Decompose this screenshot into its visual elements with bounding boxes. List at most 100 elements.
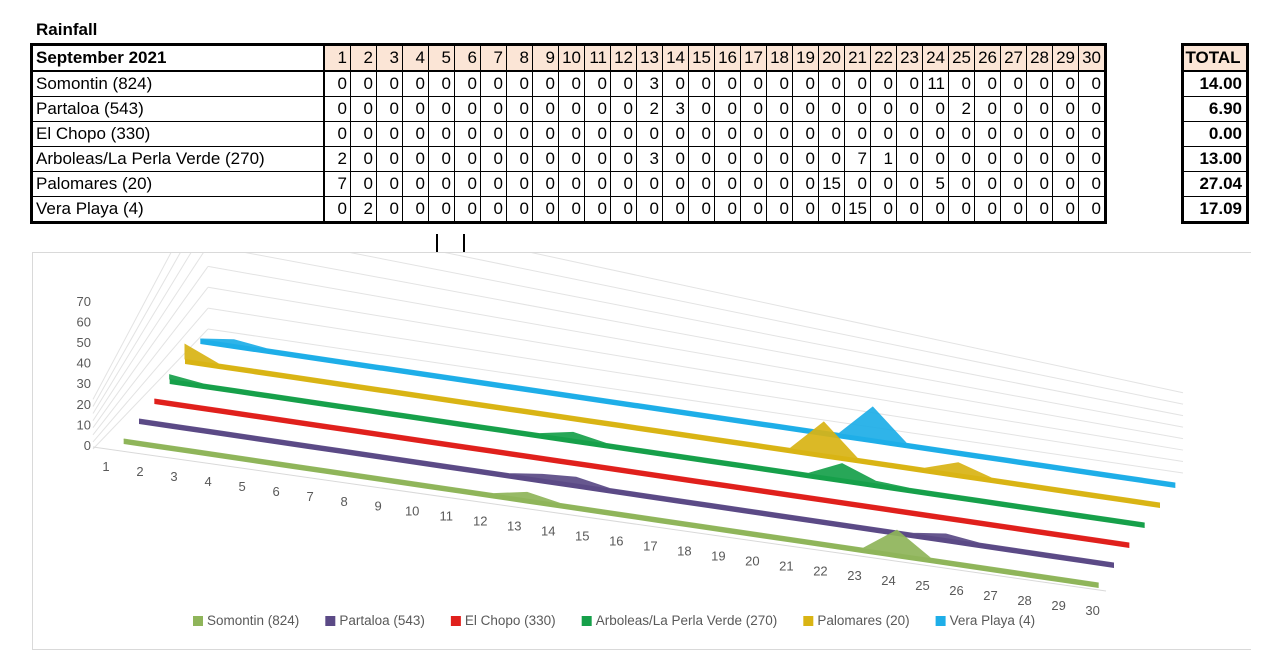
rain-value-cell[interactable]: 0	[584, 121, 611, 147]
rain-value-cell[interactable]: 0	[974, 196, 1001, 222]
rain-value-cell[interactable]: 0	[844, 121, 871, 147]
rain-value-cell[interactable]: 0	[688, 121, 715, 147]
rain-value-cell[interactable]: 0	[766, 121, 793, 147]
rain-value-cell[interactable]: 0	[714, 171, 741, 197]
total-value-cell[interactable]: 27.04	[1183, 171, 1247, 197]
rain-value-cell[interactable]: 0	[376, 196, 403, 222]
rain-value-cell[interactable]: 0	[974, 96, 1001, 122]
day-header-cell[interactable]: 22	[870, 45, 897, 72]
rain-value-cell[interactable]: 0	[558, 121, 585, 147]
rain-value-cell[interactable]: 0	[818, 121, 845, 147]
day-header-cell[interactable]: 12	[610, 45, 637, 72]
rain-value-cell[interactable]: 0	[1000, 121, 1027, 147]
day-header-cell[interactable]: 5	[428, 45, 455, 72]
rain-value-cell[interactable]: 0	[454, 70, 481, 97]
rain-value-cell[interactable]: 0	[870, 121, 897, 147]
rain-value-cell[interactable]: 0	[350, 171, 377, 197]
rain-value-cell[interactable]: 0	[454, 196, 481, 222]
rain-value-cell[interactable]: 0	[350, 96, 377, 122]
rain-value-cell[interactable]: 0	[948, 121, 975, 147]
day-header-cell[interactable]: 16	[714, 45, 741, 72]
day-header-cell[interactable]: 17	[740, 45, 767, 72]
rain-value-cell[interactable]: 0	[323, 96, 351, 122]
rain-value-cell[interactable]: 0	[714, 121, 741, 147]
rain-value-cell[interactable]: 7	[323, 171, 351, 197]
rain-value-cell[interactable]: 0	[532, 70, 559, 97]
rain-value-cell[interactable]: 0	[558, 70, 585, 97]
total-value-cell[interactable]: 6.90	[1183, 96, 1247, 122]
rainfall-chart[interactable]: 0 10 20 30 40 50 60 70 1 2 3 4 5 6 7 8 9 10 11 12 13 14 15 16 17…	[32, 182, 1251, 650]
rain-value-cell[interactable]: 0	[532, 196, 559, 222]
rain-value-cell[interactable]: 3	[636, 70, 663, 97]
rain-value-cell[interactable]: 0	[558, 96, 585, 122]
rain-value-cell[interactable]: 0	[480, 96, 507, 122]
total-value-cell[interactable]: 0.00	[1183, 121, 1247, 147]
rain-value-cell[interactable]: 0	[662, 196, 689, 222]
rain-value-cell[interactable]: 0	[1000, 171, 1027, 197]
rain-value-cell[interactable]: 0	[454, 96, 481, 122]
day-header-cell[interactable]: 1	[323, 45, 351, 72]
rain-value-cell[interactable]: 0	[740, 146, 767, 172]
rain-value-cell[interactable]: 0	[844, 96, 871, 122]
station-name-cell[interactable]: Partaloa (543)	[32, 96, 325, 122]
rain-value-cell[interactable]: 0	[323, 121, 351, 147]
total-value-cell[interactable]: 14.00	[1183, 70, 1247, 97]
rain-value-cell[interactable]: 0	[1052, 121, 1079, 147]
rain-value-cell[interactable]: 0	[740, 196, 767, 222]
rain-value-cell[interactable]: 15	[844, 196, 871, 222]
rain-value-cell[interactable]: 0	[428, 70, 455, 97]
rain-value-cell[interactable]: 0	[1078, 171, 1105, 197]
day-header-cell[interactable]: 11	[584, 45, 611, 72]
rain-value-cell[interactable]: 2	[350, 196, 377, 222]
rain-value-cell[interactable]: 0	[428, 146, 455, 172]
rain-value-cell[interactable]: 0	[896, 196, 923, 222]
rain-value-cell[interactable]: 0	[1026, 171, 1053, 197]
day-header-cell[interactable]: 13	[636, 45, 663, 72]
rain-value-cell[interactable]: 0	[480, 121, 507, 147]
rain-value-cell[interactable]: 0	[584, 171, 611, 197]
station-name-cell[interactable]: El Chopo (330)	[32, 121, 325, 147]
rain-value-cell[interactable]: 0	[376, 121, 403, 147]
rain-value-cell[interactable]: 0	[974, 70, 1001, 97]
rain-value-cell[interactable]: 0	[1026, 121, 1053, 147]
day-header-cell[interactable]: 29	[1052, 45, 1079, 72]
day-header-cell[interactable]: 24	[922, 45, 949, 72]
day-header-cell[interactable]: 14	[662, 45, 689, 72]
rain-value-cell[interactable]: 1	[870, 146, 897, 172]
rain-value-cell[interactable]: 0	[480, 146, 507, 172]
rain-value-cell[interactable]: 0	[922, 196, 949, 222]
rain-value-cell[interactable]: 0	[376, 171, 403, 197]
rain-value-cell[interactable]: 0	[844, 70, 871, 97]
rain-value-cell[interactable]: 0	[350, 70, 377, 97]
day-header-cell[interactable]: 6	[454, 45, 481, 72]
rain-value-cell[interactable]: 0	[870, 171, 897, 197]
rain-value-cell[interactable]: 0	[870, 96, 897, 122]
rain-value-cell[interactable]: 0	[506, 121, 533, 147]
day-header-cell[interactable]: 10	[558, 45, 585, 72]
rain-value-cell[interactable]: 0	[1052, 70, 1079, 97]
rain-value-cell[interactable]: 0	[896, 70, 923, 97]
month-header-cell[interactable]: September 2021	[32, 45, 325, 72]
rain-value-cell[interactable]: 0	[870, 196, 897, 222]
rain-value-cell[interactable]: 0	[974, 146, 1001, 172]
rain-value-cell[interactable]: 0	[454, 146, 481, 172]
station-name-cell[interactable]: Vera Playa (4)	[32, 196, 325, 222]
rain-value-cell[interactable]: 0	[428, 121, 455, 147]
rain-value-cell[interactable]: 0	[506, 171, 533, 197]
rain-value-cell[interactable]: 0	[376, 146, 403, 172]
day-header-cell[interactable]: 8	[506, 45, 533, 72]
rain-value-cell[interactable]: 0	[428, 171, 455, 197]
rain-value-cell[interactable]: 0	[610, 121, 637, 147]
rain-value-cell[interactable]: 0	[558, 146, 585, 172]
rain-value-cell[interactable]: 0	[402, 171, 429, 197]
rain-value-cell[interactable]: 0	[948, 196, 975, 222]
rain-value-cell[interactable]: 0	[402, 146, 429, 172]
rain-value-cell[interactable]: 0	[506, 70, 533, 97]
station-name-cell[interactable]: Arboleas/La Perla Verde (270)	[32, 146, 325, 172]
rain-value-cell[interactable]: 0	[402, 121, 429, 147]
rain-value-cell[interactable]: 0	[740, 121, 767, 147]
rain-value-cell[interactable]: 0	[506, 96, 533, 122]
day-header-cell[interactable]: 15	[688, 45, 715, 72]
rain-value-cell[interactable]: 0	[662, 70, 689, 97]
rain-value-cell[interactable]: 0	[896, 146, 923, 172]
